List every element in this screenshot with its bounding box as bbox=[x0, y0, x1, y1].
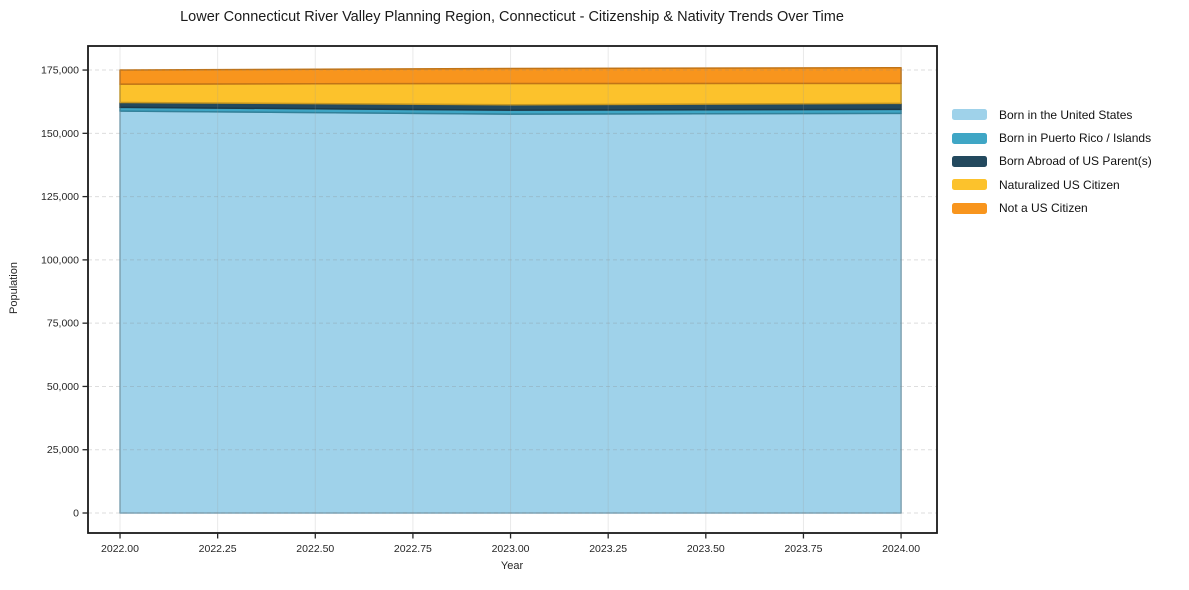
x-tick-label: 2024.00 bbox=[882, 543, 920, 555]
legend-swatch bbox=[952, 179, 987, 191]
y-tick-label: 0 bbox=[73, 508, 79, 520]
y-tick-label: 175,000 bbox=[41, 65, 79, 77]
x-tick-label: 2023.75 bbox=[784, 543, 822, 555]
legend-label: Born Abroad of US Parent(s) bbox=[999, 154, 1152, 169]
area-series-4 bbox=[119, 67, 902, 85]
legend: Born in the United States Born in Puerto … bbox=[952, 103, 1152, 220]
chart-title: Lower Connecticut River Valley Planning … bbox=[180, 9, 844, 25]
x-tick-label: 2023.25 bbox=[589, 543, 627, 555]
legend-item: Born Abroad of US Parent(s) bbox=[952, 150, 1152, 173]
legend-item: Naturalized US Citizen bbox=[952, 173, 1152, 196]
legend-item: Born in Puerto Rico / Islands bbox=[952, 126, 1152, 149]
x-axis-label: Year bbox=[500, 560, 524, 572]
y-tick-label: 150,000 bbox=[41, 128, 79, 140]
legend-swatch bbox=[952, 132, 987, 144]
x-tick-label: 2022.75 bbox=[394, 543, 432, 555]
legend-label: Not a US Citizen bbox=[999, 201, 1088, 216]
y-tick-label: 25,000 bbox=[47, 444, 79, 456]
legend-item: Not a US Citizen bbox=[952, 197, 1152, 220]
y-tick-label: 50,000 bbox=[47, 381, 79, 393]
legend-item: Born in the United States bbox=[952, 103, 1152, 126]
y-tick-label: 75,000 bbox=[47, 318, 79, 330]
x-tick-label: 2023.50 bbox=[687, 543, 725, 555]
y-tick-label: 100,000 bbox=[41, 254, 79, 266]
legend-swatch bbox=[952, 202, 987, 214]
legend-label: Born in the United States bbox=[999, 107, 1133, 122]
legend-label: Naturalized US Citizen bbox=[999, 177, 1120, 192]
x-tick-label: 2023.00 bbox=[492, 543, 530, 555]
y-axis-label: Population bbox=[8, 262, 20, 314]
x-tick-label: 2022.00 bbox=[101, 543, 139, 555]
x-tick-label: 2022.50 bbox=[296, 543, 334, 555]
y-tick-label: 125,000 bbox=[41, 191, 79, 203]
plot-border bbox=[87, 45, 938, 534]
legend-swatch bbox=[952, 155, 987, 167]
legend-swatch bbox=[952, 109, 987, 121]
x-tick-label: 2022.25 bbox=[199, 543, 237, 555]
legend-label: Born in Puerto Rico / Islands bbox=[999, 131, 1152, 146]
